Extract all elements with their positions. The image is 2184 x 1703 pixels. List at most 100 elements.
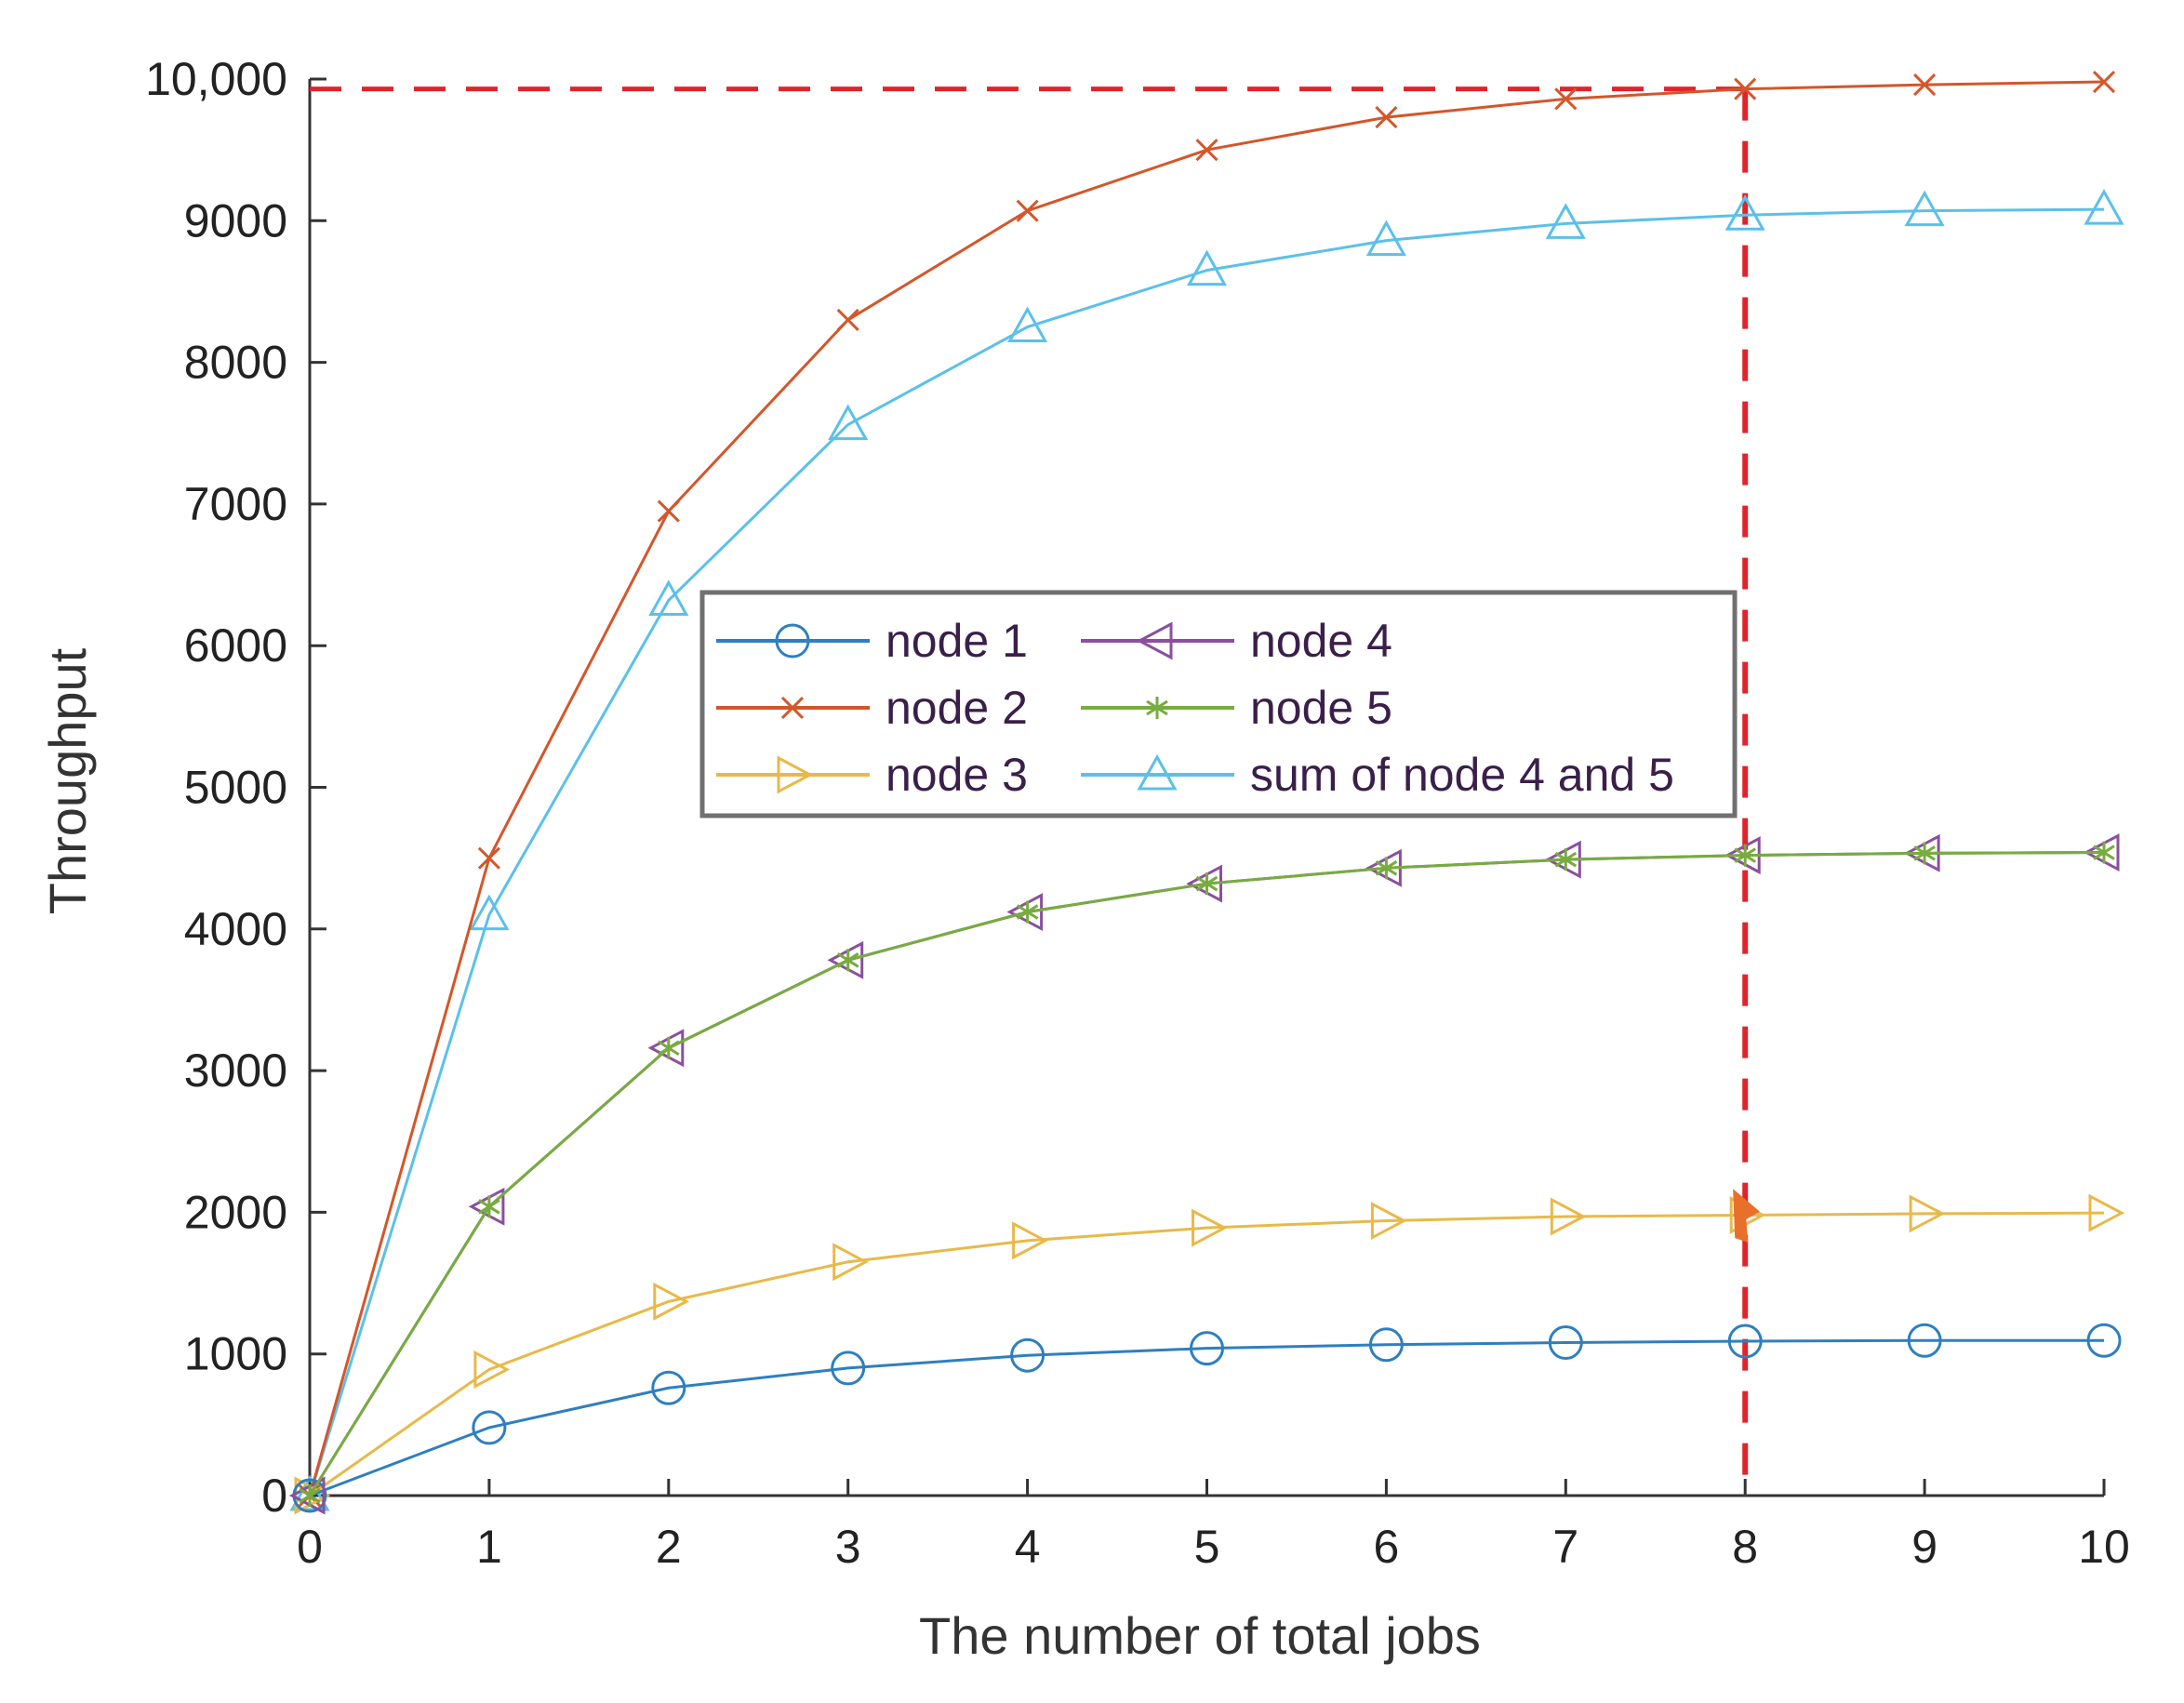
data-point <box>1012 1221 1048 1260</box>
data-point <box>832 1243 869 1282</box>
data-point <box>477 846 500 870</box>
series-node-2 <box>298 70 2116 1508</box>
data-point <box>1006 893 1044 932</box>
data-point <box>836 949 859 972</box>
series-group <box>288 70 2125 1515</box>
y-tick-label: 9000 <box>184 194 287 246</box>
data-point <box>1375 106 1398 129</box>
data-point <box>1725 194 1765 231</box>
legend-swatch-marker <box>777 755 814 794</box>
series-node-5 <box>299 841 2115 1507</box>
series-line <box>308 207 2105 1497</box>
axes-group: 0 1000 2000 3000 4000 5000 6000 7000 8000 9000 10,… <box>145 53 2130 1573</box>
y-tick-label: 8000 <box>184 337 287 389</box>
x-tick-label: 4 <box>1015 1521 1041 1573</box>
data-point <box>1190 1331 1224 1366</box>
x-tick-label: 9 <box>1911 1521 1938 1573</box>
y-tick-label: 5000 <box>184 762 287 814</box>
series-node-1 <box>292 1323 2122 1513</box>
data-point <box>1016 900 1039 924</box>
y-tick-label: 3000 <box>184 1044 287 1097</box>
data-point <box>1545 203 1586 239</box>
data-point <box>2083 833 2120 872</box>
data-point <box>1554 87 1578 111</box>
x-tick-label: 5 <box>1194 1521 1220 1573</box>
data-point <box>1370 1202 1407 1241</box>
y-tick-label: 10,000 <box>145 53 287 105</box>
data-point <box>1368 1327 1404 1363</box>
data-point <box>828 404 869 441</box>
data-point <box>1734 844 1757 867</box>
data-point <box>1550 1197 1587 1236</box>
legend-swatch-marker <box>780 696 805 720</box>
legend-label: node 5 <box>1250 682 1392 734</box>
y-tick-label: 6000 <box>184 619 287 672</box>
legend: node 1 node 2 node 3 node 4 node 5 sum of nod… <box>699 590 1738 818</box>
reference-lines-group <box>310 86 1749 1496</box>
legend-label: node 2 <box>886 682 1028 734</box>
series-line <box>309 1211 2105 1497</box>
data-point <box>1375 857 1398 880</box>
data-point <box>1186 249 1228 286</box>
data-point <box>1734 77 1757 100</box>
data-point <box>651 1370 686 1405</box>
data-point <box>831 1350 866 1386</box>
x-tick-label: 2 <box>656 1521 682 1573</box>
data-point <box>1195 139 1219 162</box>
y-tick-label: 0 <box>261 1470 287 1522</box>
legend-swatch-marker <box>1136 621 1173 660</box>
x-tick-label: 6 <box>1373 1521 1399 1573</box>
legend-swatch-marker <box>775 623 810 659</box>
data-point <box>1913 73 1937 97</box>
series-line <box>309 1338 2104 1497</box>
series-line <box>308 851 2105 1497</box>
legend-item: node 4 <box>1081 615 1392 667</box>
data-point <box>468 1187 505 1226</box>
y-axis-title: Throughput <box>38 647 97 914</box>
data-point <box>1727 1324 1763 1359</box>
data-point <box>1010 1337 1045 1373</box>
x-tick-label: 3 <box>835 1521 861 1573</box>
y-tick-label: 7000 <box>184 478 287 530</box>
data-point <box>653 1282 690 1321</box>
legend-item: node 3 <box>716 749 1028 801</box>
data-point <box>2084 189 2124 225</box>
y-tick-label: 2000 <box>184 1186 287 1238</box>
y-tick-label: 1000 <box>184 1328 287 1380</box>
data-point <box>1909 1194 1946 1233</box>
data-point <box>2086 1323 2122 1358</box>
data-point <box>1192 1208 1228 1247</box>
data-point <box>827 940 864 979</box>
legend-box <box>699 590 1738 818</box>
legend-label: node 4 <box>1250 615 1392 667</box>
data-point <box>1904 190 1945 227</box>
series-sum-of-node-4-and-5 <box>289 189 2124 1511</box>
legend-swatch-marker <box>1146 697 1168 719</box>
data-point <box>657 1036 680 1059</box>
data-point <box>1554 848 1578 871</box>
data-point <box>473 1350 511 1389</box>
data-point <box>1016 199 1039 222</box>
data-point <box>1195 872 1219 896</box>
x-axis-title: The number of total jobs <box>919 1606 1481 1665</box>
data-point <box>657 499 680 523</box>
x-tick-label: 1 <box>476 1521 502 1573</box>
y-tick-label: 4000 <box>184 903 287 955</box>
data-point <box>288 1476 326 1515</box>
data-point <box>648 579 689 616</box>
x-tick-label: 0 <box>297 1521 323 1573</box>
x-tick-label: 7 <box>1552 1521 1578 1573</box>
data-point <box>1007 306 1048 343</box>
data-point <box>1365 220 1406 257</box>
x-tick-label: 8 <box>1732 1521 1758 1573</box>
data-point <box>647 1029 685 1068</box>
legend-item: sum of node 4 and 5 <box>1081 749 1674 801</box>
legend-label: node 1 <box>886 615 1028 667</box>
legend-label: node 3 <box>886 749 1028 801</box>
data-point <box>2088 1193 2125 1232</box>
data-point <box>1548 1325 1583 1361</box>
data-point <box>1913 842 1936 865</box>
legend-item: node 1 <box>716 615 1028 667</box>
